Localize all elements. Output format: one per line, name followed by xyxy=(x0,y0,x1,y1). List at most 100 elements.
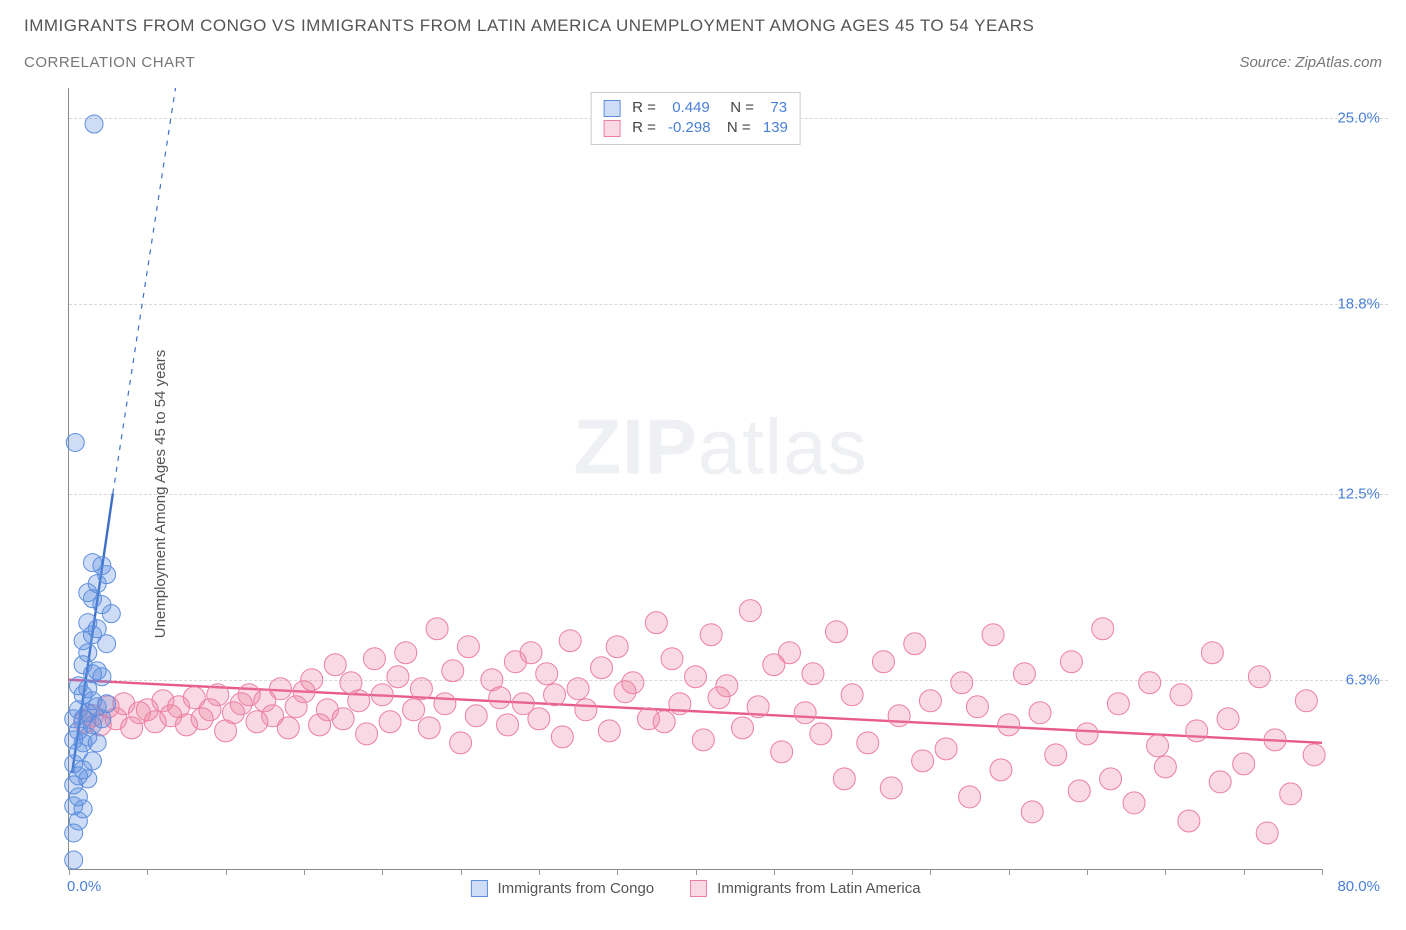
x-tick xyxy=(226,869,227,875)
data-point-series-1 xyxy=(982,624,1004,646)
data-point-series-1 xyxy=(841,684,863,706)
stats-row-series-0: R = 0.449 N = 73 xyxy=(603,98,788,118)
chart-subtitle: CORRELATION CHART xyxy=(24,54,195,71)
data-point-series-1 xyxy=(1280,783,1302,805)
data-point-series-1 xyxy=(465,705,487,727)
data-point-series-1 xyxy=(771,741,793,763)
data-point-series-1 xyxy=(919,690,941,712)
source-attribution: Source: ZipAtlas.com xyxy=(1239,54,1382,71)
data-point-series-1 xyxy=(379,711,401,733)
data-point-series-1 xyxy=(1045,744,1067,766)
data-point-series-0 xyxy=(98,566,116,584)
data-point-series-1 xyxy=(410,678,432,700)
data-point-series-1 xyxy=(395,642,417,664)
x-tick xyxy=(539,869,540,875)
data-point-series-1 xyxy=(497,714,519,736)
data-point-series-1 xyxy=(833,768,855,790)
data-point-series-1 xyxy=(1170,684,1192,706)
data-point-series-1 xyxy=(426,618,448,640)
data-point-series-1 xyxy=(269,678,291,700)
x-tick xyxy=(774,869,775,875)
legend-label-0: Immigrants from Congo xyxy=(497,880,654,897)
x-axis-max-label: 80.0% xyxy=(1337,878,1380,895)
stats-legend-box: R = 0.449 N = 73 R = -0.298 N = 139 xyxy=(590,92,801,145)
legend-label-1: Immigrants from Latin America xyxy=(717,880,920,897)
data-point-series-1 xyxy=(598,720,620,742)
data-point-series-1 xyxy=(966,696,988,718)
data-point-series-1 xyxy=(606,636,628,658)
x-tick xyxy=(930,869,931,875)
data-point-series-1 xyxy=(1154,756,1176,778)
data-point-series-1 xyxy=(998,714,1020,736)
data-point-series-1 xyxy=(1295,690,1317,712)
data-point-series-1 xyxy=(1233,753,1255,775)
data-point-series-1 xyxy=(520,642,542,664)
data-point-series-1 xyxy=(1100,768,1122,790)
data-point-series-1 xyxy=(653,711,675,733)
x-tick xyxy=(1087,869,1088,875)
data-point-series-1 xyxy=(575,699,597,721)
data-point-series-1 xyxy=(1107,693,1129,715)
data-point-series-1 xyxy=(888,705,910,727)
data-point-series-1 xyxy=(301,669,323,691)
data-point-series-0 xyxy=(102,605,120,623)
data-point-series-1 xyxy=(551,726,573,748)
data-point-series-1 xyxy=(559,630,581,652)
data-point-series-1 xyxy=(1021,801,1043,823)
stats-row-series-1: R = -0.298 N = 139 xyxy=(603,118,788,138)
data-point-series-1 xyxy=(567,678,589,700)
data-point-series-1 xyxy=(450,732,472,754)
data-point-series-1 xyxy=(692,729,714,751)
data-point-series-1 xyxy=(802,663,824,685)
x-tick xyxy=(852,869,853,875)
bottom-legend: Immigrants from Congo Immigrants from La… xyxy=(470,880,920,897)
data-point-series-1 xyxy=(739,600,761,622)
data-point-series-1 xyxy=(536,663,558,685)
data-point-series-1 xyxy=(685,666,707,688)
r-label-0: R = xyxy=(632,98,656,118)
data-point-series-1 xyxy=(457,636,479,658)
data-point-series-1 xyxy=(1068,780,1090,802)
data-point-series-0 xyxy=(65,851,83,869)
data-point-series-1 xyxy=(418,717,440,739)
data-point-series-1 xyxy=(661,648,683,670)
data-point-series-1 xyxy=(1147,735,1169,757)
data-point-series-1 xyxy=(700,624,722,646)
data-point-series-0 xyxy=(98,635,116,653)
y-tick-label: 12.5% xyxy=(1337,485,1380,502)
data-point-series-1 xyxy=(1092,618,1114,640)
legend-swatch-0 xyxy=(470,880,487,897)
data-point-series-0 xyxy=(88,734,106,752)
x-tick xyxy=(69,869,70,875)
data-point-series-1 xyxy=(857,732,879,754)
data-point-series-1 xyxy=(747,696,769,718)
data-point-series-1 xyxy=(277,717,299,739)
data-point-series-1 xyxy=(324,654,346,676)
data-point-series-0 xyxy=(74,800,92,818)
data-point-series-1 xyxy=(1256,822,1278,844)
data-point-series-0 xyxy=(79,770,97,788)
data-point-series-1 xyxy=(1123,792,1145,814)
x-tick xyxy=(1009,869,1010,875)
data-point-series-1 xyxy=(951,672,973,694)
data-point-series-1 xyxy=(622,672,644,694)
data-point-series-0 xyxy=(98,695,116,713)
x-tick xyxy=(147,869,148,875)
data-point-series-1 xyxy=(489,687,511,709)
y-tick-label: 25.0% xyxy=(1337,110,1380,127)
data-point-series-1 xyxy=(1209,771,1231,793)
data-point-series-1 xyxy=(1139,672,1161,694)
swatch-series-0 xyxy=(603,100,620,117)
data-point-series-0 xyxy=(79,644,97,662)
data-point-series-1 xyxy=(778,642,800,664)
plot-svg xyxy=(69,88,1322,869)
data-point-series-1 xyxy=(794,702,816,724)
data-point-series-1 xyxy=(591,657,613,679)
data-point-series-0 xyxy=(66,433,84,451)
data-point-series-0 xyxy=(93,668,111,686)
n-label-0: N = xyxy=(718,98,754,118)
data-point-series-1 xyxy=(1201,642,1223,664)
data-point-series-1 xyxy=(348,690,370,712)
data-point-series-1 xyxy=(880,777,902,799)
data-point-series-1 xyxy=(1178,810,1200,832)
